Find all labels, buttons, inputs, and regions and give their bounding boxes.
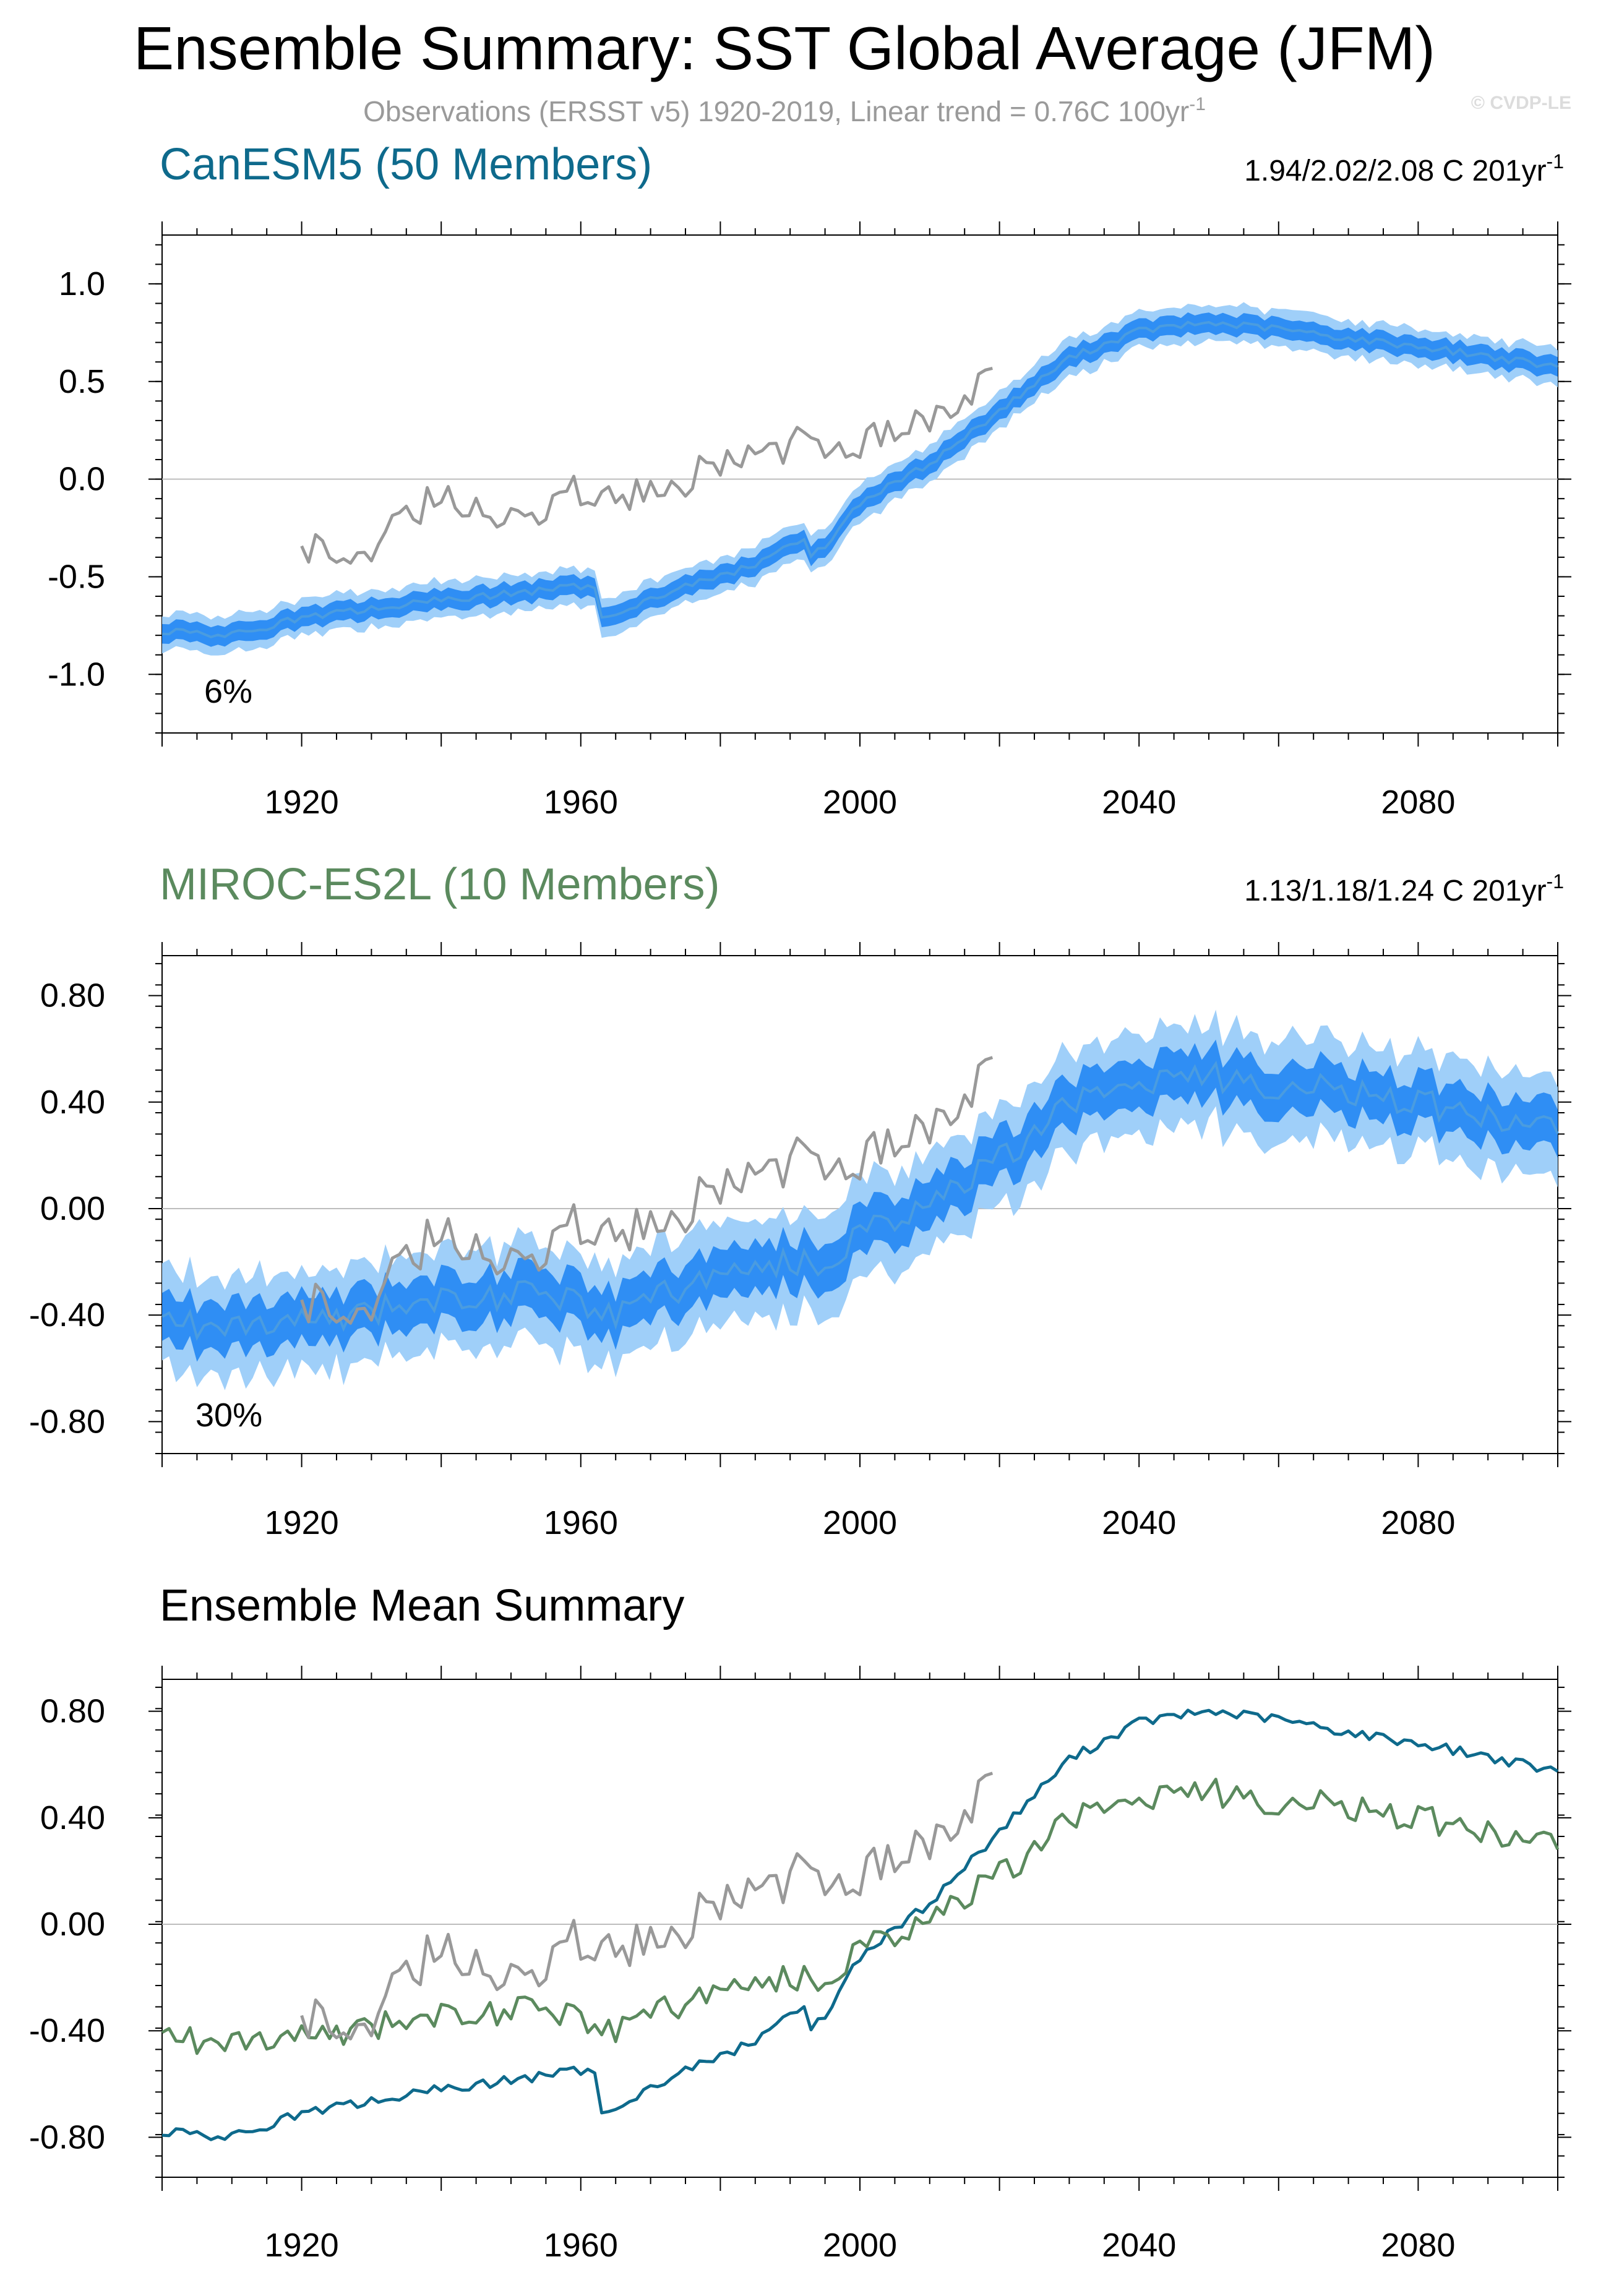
- y-tick-label: -0.5: [48, 558, 105, 595]
- ensemble-mean-line: [161, 320, 1558, 639]
- x-tick-label: 2000: [823, 784, 897, 821]
- x-tick-label: 2040: [1102, 2227, 1176, 2264]
- ensemble-mean-line: [161, 1060, 1559, 1341]
- percent-label-miroc: 30%: [195, 1397, 262, 1434]
- ensemble-outer-spread-band: [162, 1009, 1558, 1390]
- x-tick-label: 1960: [544, 1504, 618, 1541]
- y-tick-label: 0.5: [59, 363, 105, 400]
- trend-text-canesm5: 1.94/2.02/2.08 C 201yr: [1244, 155, 1546, 187]
- panel-title-canesm5: CanESM5 (50 Members): [160, 140, 652, 189]
- x-tick-label: 1920: [265, 784, 339, 821]
- plot-frame: [161, 234, 1558, 734]
- cvdp-credit: © CVDP-LE: [1471, 93, 1571, 113]
- plot-miroc: 1920 1960 2000 2040 2080 0.80 0.40 0.00 -0.40 -0.…: [29, 942, 1571, 1541]
- y-tick-label: 1.0: [59, 265, 105, 302]
- y-tick-label: 0.80: [40, 977, 105, 1014]
- subtitle-superscript: -1: [1189, 94, 1206, 114]
- x-tick-label: 1920: [265, 2227, 339, 2264]
- x-tick-label: 2040: [1102, 1504, 1176, 1541]
- trend-text-miroc: 1.13/1.18/1.24 C 201yr: [1244, 875, 1546, 907]
- trend-sup-canesm5: -1: [1547, 150, 1564, 173]
- figure-title: Ensemble Summary: SST Global Average (JF…: [134, 14, 1435, 82]
- ensemble-inner-spread-band: [162, 312, 1558, 647]
- y-tick-label: 0.80: [40, 1693, 105, 1730]
- x-tick-label: 2040: [1102, 784, 1176, 821]
- y-tick-label: -1.0: [48, 656, 105, 693]
- plot-canesm5: 1920 1960 2000 2040 2080 1.0 0.5 0.0 -0.5 -1.0: [48, 221, 1571, 821]
- plot-frame: [161, 1679, 1558, 2178]
- y-tick-label: 0.40: [40, 1084, 105, 1121]
- x-tick-label: 1960: [544, 784, 618, 821]
- plot-ensemble-mean-summary: 1920 1960 2000 2040 2080 0.80 0.40 0.00 -0.40 -0.…: [29, 1666, 1571, 2264]
- x-tick-label: 1960: [544, 2227, 618, 2264]
- y-tick-label: 0.40: [40, 1799, 105, 1836]
- canesm5-mean-line: [161, 1708, 1559, 2141]
- y-tick-label: -0.80: [29, 1403, 105, 1440]
- y-tick-label: -0.40: [29, 1296, 105, 1334]
- x-tick-label: 2080: [1381, 1504, 1455, 1541]
- y-tick-label: 0.0: [59, 461, 105, 498]
- observations-line: [300, 1771, 994, 2041]
- x-tick-label: 1920: [265, 1504, 339, 1541]
- panel-title-miroc: MIROC-ES2L (10 Members): [160, 860, 720, 909]
- x-tick-label: 2080: [1381, 784, 1455, 821]
- observations-line: [300, 1056, 994, 1325]
- observations-line: [300, 366, 993, 565]
- ensemble-inner-spread-band: [162, 1039, 1558, 1362]
- trend-sup-miroc: -1: [1547, 870, 1564, 893]
- miroc-mean-line: [161, 1778, 1560, 2055]
- x-tick-label: 2080: [1381, 2227, 1455, 2264]
- percent-label-canesm5: 6%: [204, 673, 252, 710]
- y-tick-label: -0.80: [29, 2118, 105, 2156]
- y-tick-label: -0.40: [29, 2012, 105, 2049]
- panel-title-ensemble-mean: Ensemble Mean Summary: [160, 1581, 684, 1630]
- y-tick-label: 0.00: [40, 1190, 105, 1227]
- panel-trend-miroc: 1.13/1.18/1.24 C 201yr-1: [1244, 870, 1564, 907]
- y-tick-label: 0.00: [40, 1906, 105, 1943]
- figure-subtitle: Observations (ERSST v5) 1920-2019, Linea…: [363, 94, 1206, 127]
- x-tick-label: 2000: [823, 2227, 897, 2264]
- panel-trend-canesm5: 1.94/2.02/2.08 C 201yr-1: [1244, 150, 1564, 187]
- x-tick-label: 2000: [823, 1504, 897, 1541]
- subtitle-text: Observations (ERSST v5) 1920-2019, Linea…: [363, 95, 1189, 127]
